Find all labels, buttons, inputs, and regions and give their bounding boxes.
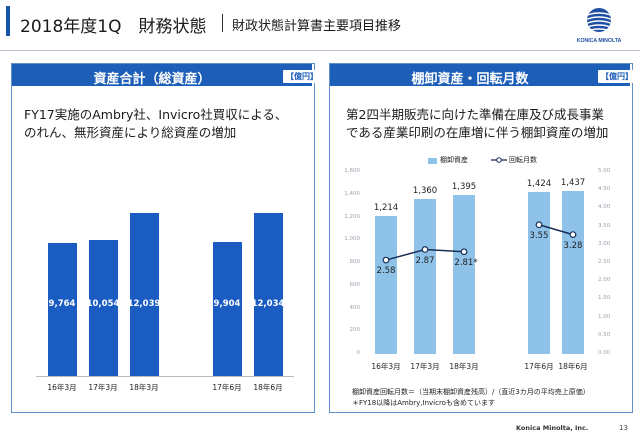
title-accent-bar	[6, 6, 10, 36]
right-axis-tick: 3.00	[598, 240, 611, 247]
left-axis-tick: 400	[349, 304, 361, 311]
turnover-marker	[569, 231, 577, 239]
left-axis-tick: 1,000	[344, 236, 360, 243]
globe-logo-icon: KONICA MINOLTA	[577, 8, 622, 44]
legend-months-marker-icon	[491, 157, 507, 163]
total-assets-x-tick: 17年3月	[88, 383, 118, 392]
inventory-x-tick: 18年3月	[449, 362, 479, 371]
total-assets-bar	[130, 212, 159, 376]
total-assets-bar	[213, 241, 242, 376]
total-assets-bar	[254, 212, 283, 376]
header-divider	[0, 50, 640, 51]
total-assets-data-label: 9,764	[48, 299, 76, 309]
total-assets-data-label: 12,034	[251, 299, 285, 309]
turnover-data-label: 2.87	[415, 255, 435, 266]
turnover-marker	[382, 256, 390, 264]
inventory-bar	[528, 192, 550, 354]
total-assets-data-label: 9,904	[213, 299, 241, 309]
konica-minolta-logo: KONICA MINOLTA	[566, 4, 632, 48]
legend-months-label: 回転月数	[509, 156, 537, 164]
inventory-data-label: 1,360	[412, 186, 438, 197]
total-assets-panel-header	[12, 64, 312, 86]
left-axis-tick: 200	[349, 327, 361, 334]
turnover-data-label: 3.28	[563, 240, 583, 251]
total-assets-bar	[89, 239, 118, 376]
inventory-x-tick: 16年3月	[371, 362, 401, 371]
page-subtitle: 財政状態計算書主要項目推移	[232, 19, 402, 34]
inventory-note-line-2: である産業印刷の在庫増に伴う棚卸資産の増加	[346, 125, 609, 140]
left-axis-tick: 1,400	[344, 190, 360, 197]
page-number: 13	[619, 424, 628, 432]
total-assets-data-label: 10,054	[86, 299, 120, 309]
total-assets-title: 資産合計（総資産）	[93, 72, 211, 87]
left-axis-tick: 600	[349, 281, 361, 288]
right-axis-tick: 4.00	[598, 204, 611, 211]
inventory-x-tick: 17年3月	[410, 362, 440, 371]
right-axis-tick: 5.00	[598, 168, 611, 174]
title-separator	[222, 14, 223, 32]
right-axis-tick: 0.00	[598, 350, 611, 356]
inventory-footnote-formula: 棚卸資産回転月数＝（当期末棚卸資産残高）/（直近3カ月の平均売上原価）	[352, 388, 590, 396]
inventory-x-tick: 17年6月	[524, 362, 554, 371]
total-assets-note-line-2: のれん、無形資産により総資産の増加	[24, 125, 237, 140]
right-axis-tick: 4.50	[598, 186, 611, 193]
total-assets-x-tick: 18年3月	[129, 383, 159, 392]
turnover-marker	[460, 248, 468, 256]
inventory-unit: 【億円】	[598, 70, 636, 83]
right-axis-tick: 1.50	[598, 295, 611, 302]
total-assets-data-label: 12,039	[127, 299, 161, 309]
inventory-data-label: 1,214	[373, 202, 399, 213]
total-assets-x-tick: 17年6月	[212, 383, 242, 392]
inventory-bar	[562, 190, 584, 354]
page-title: 2018年度1Q 財務状態	[20, 17, 207, 37]
turnover-line-segment	[538, 224, 574, 236]
total-assets-x-tick: 16年3月	[47, 383, 77, 392]
inventory-data-label: 1,437	[560, 177, 586, 188]
right-axis-tick: 3.50	[598, 222, 611, 229]
left-axis-tick: 800	[349, 259, 361, 265]
legend-inventory-swatch	[428, 158, 437, 164]
inventory-data-label: 1,424	[526, 179, 552, 190]
turnover-data-label: 2.58	[376, 266, 396, 277]
left-axis-tick: 1,200	[344, 213, 360, 220]
inventory-data-label: 1,395	[451, 182, 477, 193]
total-assets-unit: 【億円】	[283, 70, 321, 83]
right-axis-tick: 1.00	[598, 313, 611, 320]
turnover-data-label: 2.81*	[454, 257, 478, 268]
left-axis-tick: 0	[356, 350, 361, 356]
total-assets-x-tick: 18年6月	[253, 383, 283, 392]
inventory-footnote-scope: ＊FY18以降はAmbry,Invicroも含めています	[352, 399, 495, 407]
inventory-bar	[453, 195, 475, 354]
left-axis-tick: 1,600	[344, 168, 360, 174]
inventory-note-line-1: 第2四半期販売に向けた準備在庫及び成長事業	[346, 107, 604, 122]
right-axis-tick: 2.00	[598, 277, 611, 284]
inventory-panel-header	[330, 64, 630, 86]
turnover-data-label: 3.55	[529, 230, 549, 241]
total-assets-note-line-1: FY17実施のAmbry社、Invicro社買収による、	[24, 107, 288, 122]
total-assets-bar	[48, 243, 77, 376]
logo-wordmark: KONICA MINOLTA	[577, 38, 622, 44]
copyright: Konica Minolta, Inc.	[516, 424, 589, 432]
inventory-x-tick: 18年6月	[558, 362, 588, 371]
turnover-marker	[535, 221, 543, 229]
turnover-marker	[421, 246, 429, 253]
legend-inventory-label: 棚卸資産	[440, 156, 468, 164]
right-axis-tick: 0.50	[598, 331, 611, 338]
right-axis-tick: 2.50	[598, 259, 611, 265]
total-assets-baseline	[36, 376, 294, 377]
inventory-title: 棚卸資産・回転月数	[411, 72, 529, 87]
inventory-bar	[375, 215, 397, 354]
inventory-bar	[414, 199, 436, 354]
